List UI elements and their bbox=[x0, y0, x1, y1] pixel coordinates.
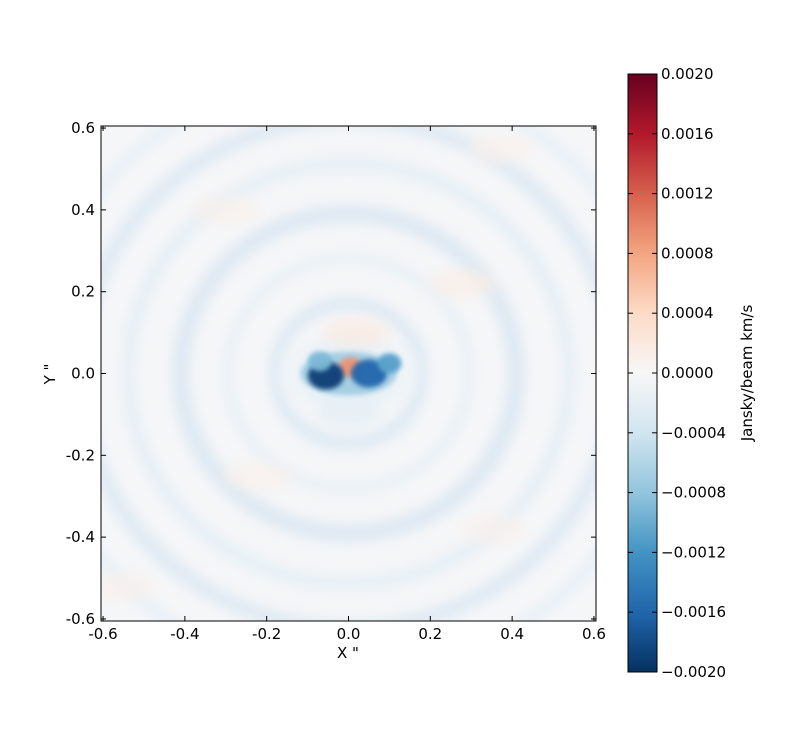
heatmap-blob bbox=[465, 134, 534, 163]
heatmap-features bbox=[101, 134, 534, 601]
x-tick-label: -0.6 bbox=[88, 625, 117, 643]
colorbar-tick-label: 0.0012 bbox=[661, 185, 714, 203]
heatmap-blob bbox=[350, 359, 387, 388]
colorbar-tick-label: 0.0008 bbox=[661, 244, 714, 262]
colorbar-tick-label: −0.0008 bbox=[661, 484, 726, 502]
ring-band bbox=[121, 156, 576, 591]
colorbar-ticks: −0.0020 −0.0016 −0.0012 −0.0008 −0.0004 0.000… bbox=[628, 65, 726, 681]
x-axis: -0.6 -0.4 -0.2 0.0 0.2 0.4 0.6 bbox=[88, 126, 606, 643]
y-tick-label: -0.2 bbox=[66, 446, 95, 464]
x-tick-label: -0.4 bbox=[170, 625, 199, 643]
heatmap-blob bbox=[314, 400, 383, 429]
y-axis: -0.6 -0.4 -0.2 0.0 0.2 0.4 0.6 bbox=[66, 119, 596, 628]
heatmap-blob bbox=[101, 572, 158, 601]
heatmap-blob bbox=[191, 195, 260, 224]
heatmap-blob bbox=[429, 269, 498, 298]
x-tick-label: 0.0 bbox=[337, 625, 361, 643]
heatmap-blob bbox=[322, 318, 391, 347]
colorbar-tick-label: −0.0012 bbox=[661, 543, 726, 561]
heatmap-blob bbox=[224, 461, 293, 490]
colorbar-tick-label: −0.0004 bbox=[661, 424, 726, 442]
x-axis-label: X " bbox=[337, 644, 359, 662]
y-axis-label: Y " bbox=[41, 364, 59, 386]
heatmap-blob bbox=[307, 351, 332, 372]
colorbar-tick-label: 0.0016 bbox=[661, 125, 714, 143]
colorbar-tick-label: 0.0004 bbox=[661, 304, 714, 322]
colorbar-label: Jansky/beam km/s bbox=[738, 305, 756, 443]
x-tick-label: 0.4 bbox=[500, 625, 524, 643]
ring-band bbox=[171, 204, 526, 543]
x-tick-label: 0.6 bbox=[582, 625, 606, 643]
y-tick-label: 0.4 bbox=[71, 201, 95, 219]
heatmap-blob bbox=[377, 353, 402, 374]
y-tick-label: 0.6 bbox=[71, 119, 95, 137]
colorbar-tick-label: 0.0020 bbox=[661, 65, 714, 83]
colorbar-tick-label: 0.0000 bbox=[661, 364, 714, 382]
colorbar-tick-label: −0.0020 bbox=[661, 663, 726, 681]
y-tick-label: -0.6 bbox=[66, 610, 95, 628]
x-tick-label: -0.2 bbox=[252, 625, 281, 643]
y-tick-label: 0.2 bbox=[71, 283, 95, 301]
heatmap-plot bbox=[101, 126, 596, 621]
heatmap-blob bbox=[457, 514, 526, 543]
x-tick-label: 0.2 bbox=[418, 625, 442, 643]
y-tick-label: 0.0 bbox=[71, 365, 95, 383]
ring-band bbox=[222, 253, 475, 494]
colorbar: −0.0020 −0.0016 −0.0012 −0.0008 −0.0004 0.000… bbox=[627, 65, 756, 681]
colorbar-tick-label: −0.0016 bbox=[661, 603, 726, 621]
y-tick-label: -0.4 bbox=[66, 528, 95, 546]
